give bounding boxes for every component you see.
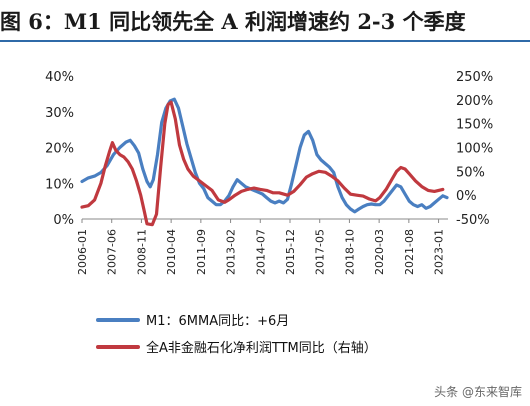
header-divider — [0, 40, 530, 42]
series-line-2 — [80, 100, 445, 227]
legend-label: M1：6MMA同比：+6月 — [146, 314, 289, 329]
right-y-tick-label: 250% — [456, 70, 493, 85]
x-tick-label: 2006-01 — [76, 229, 89, 275]
right-y-tick-label: 150% — [456, 118, 493, 133]
right-y-tick-label: 200% — [456, 94, 493, 109]
figure-header: 图 6：M1 同比领先全 A 利润增速约 2-3 个季度 — [0, 0, 530, 48]
x-tick-label: 2021-08 — [403, 229, 416, 275]
x-tick-label: 2023-01 — [433, 229, 446, 275]
legend-label: 全A非金融石化净利润TTM同比（右轴） — [146, 340, 377, 356]
line-chart: 0% 10% 20% 30% 40% -50% 0% 50% 100% 150% 200% 250%… — [45, 70, 493, 356]
right-y-tick-label: 100% — [456, 142, 493, 157]
x-tick-label: 2018-10 — [343, 229, 356, 275]
right-y-tick-label: -50% — [456, 213, 490, 228]
figure-title: 图 6：M1 同比领先全 A 利润增速约 2-3 个季度 — [0, 9, 466, 34]
left-y-tick-label: 20% — [45, 142, 74, 157]
left-y-axis: 0% 10% 20% 30% 40% — [45, 70, 74, 228]
x-tick-label: 2015-12 — [284, 229, 297, 275]
x-tick-label: 2013-02 — [225, 229, 238, 275]
x-tick-label: 2010-04 — [165, 229, 178, 275]
x-tick-label: 2011-09 — [195, 229, 208, 275]
left-y-tick-label: 10% — [45, 177, 74, 192]
x-axis: 2006-01 2007-06 2008-11 2010-04 2011-09 2013-… — [76, 218, 448, 275]
right-y-axis: -50% 0% 50% 100% 150% 200% 250% — [456, 70, 493, 228]
left-y-tick-label: 30% — [45, 106, 74, 121]
left-y-tick-label: 40% — [45, 70, 74, 85]
left-y-tick-label: 0% — [53, 213, 74, 228]
x-tick-label: 2017-05 — [314, 229, 327, 275]
watermark: 头条 @东来智库 — [434, 385, 522, 399]
series-line-1 — [80, 97, 449, 214]
x-tick-label: 2020-03 — [373, 229, 386, 275]
right-y-tick-label: 50% — [456, 165, 485, 180]
x-tick-label: 2014-07 — [254, 229, 267, 275]
x-tick-label: 2007-06 — [106, 229, 119, 275]
right-y-tick-label: 0% — [456, 189, 477, 204]
x-tick-label: 2008-11 — [135, 229, 148, 275]
series-layer — [80, 97, 449, 227]
